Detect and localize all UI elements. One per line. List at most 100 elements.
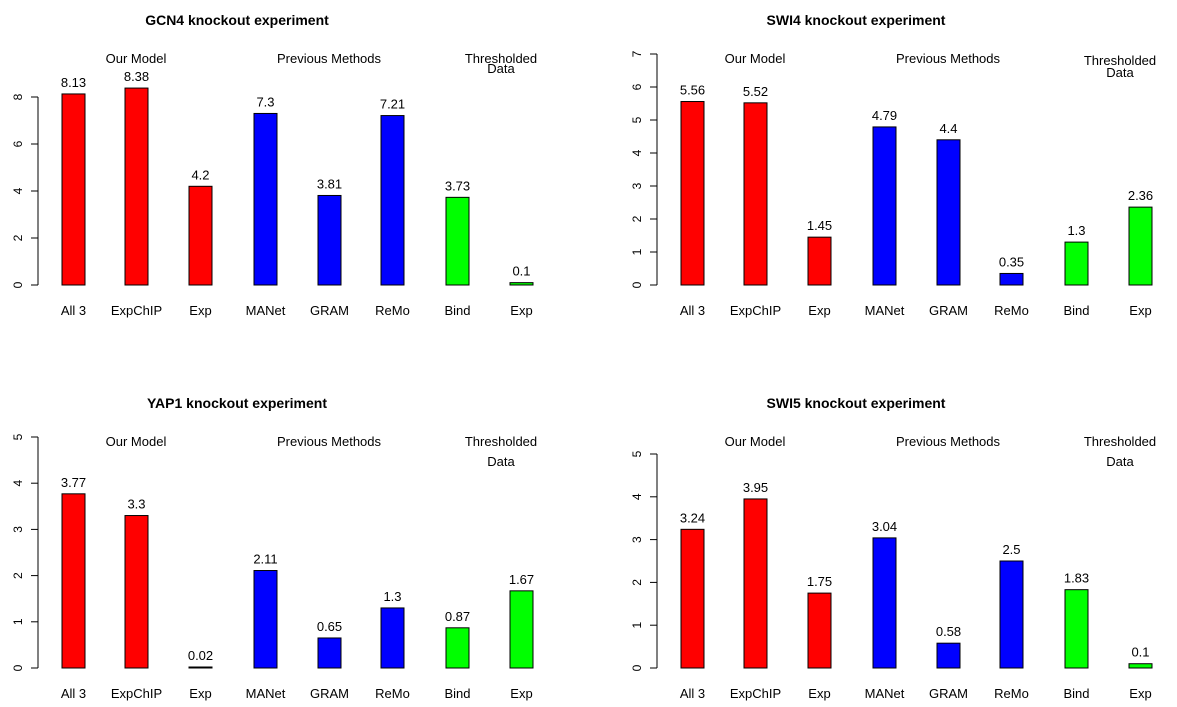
bar	[445, 196, 470, 286]
category-label: Exp	[189, 686, 211, 701]
group-label: Our Model	[106, 51, 167, 66]
y-tick-label: 3	[630, 182, 644, 189]
bar-value-label: 2.5	[1002, 542, 1020, 557]
chart-title: SWI5 knockout experiment	[767, 395, 946, 411]
category-label: Exp	[1129, 303, 1151, 318]
category-label: Exp	[510, 686, 532, 701]
bar-value-label: 1.45	[807, 218, 832, 233]
category-label: MANet	[865, 686, 905, 701]
category-label: ExpChIP	[111, 686, 162, 701]
category-label: ExpChIP	[730, 303, 781, 318]
group-label: Previous Methods	[896, 434, 1001, 449]
bar	[1128, 663, 1153, 669]
bar-value-label: 0.35	[999, 254, 1024, 269]
category-label: MANet	[865, 303, 905, 318]
group-label: Thresholded	[465, 434, 537, 449]
bar	[61, 93, 86, 286]
bar-value-label: 4.2	[191, 167, 209, 182]
bar-value-label: 0.1	[1131, 645, 1149, 660]
bar-value-label: 8.13	[61, 75, 86, 90]
category-label: ExpChIP	[111, 303, 162, 318]
bar	[61, 493, 86, 669]
category-label: Bind	[1063, 303, 1089, 318]
bar-value-label: 1.75	[807, 574, 832, 589]
category-label: ExpChIP	[730, 686, 781, 701]
y-tick-label: 1	[11, 618, 25, 625]
bar	[509, 590, 534, 669]
bar	[936, 642, 961, 669]
group-label: Data	[1106, 454, 1134, 469]
bar-value-label: 1.83	[1064, 571, 1089, 586]
chart-title: SWI4 knockout experiment	[767, 12, 946, 28]
bar-value-label: 0.58	[936, 624, 961, 639]
panel-swi4: SWI4 knockout experiment Our Model Previou…	[630, 12, 1156, 318]
y-tick-label: 0	[11, 664, 25, 671]
bar-value-label: 0.65	[317, 619, 342, 634]
bar	[872, 537, 897, 669]
y-tick-label: 0	[630, 281, 644, 288]
bar-value-label: 3.04	[872, 519, 897, 534]
bar-value-label: 0.02	[188, 648, 213, 663]
y-tick-label: 8	[11, 93, 25, 100]
bar-value-label: 3.77	[61, 475, 86, 490]
bar	[124, 87, 149, 286]
bar	[253, 570, 278, 669]
bar	[999, 272, 1024, 286]
bar-value-label: 3.3	[127, 497, 145, 512]
bar-value-label: 3.24	[680, 510, 705, 525]
category-label: All 3	[680, 686, 705, 701]
category-label: All 3	[680, 303, 705, 318]
bar	[1128, 206, 1153, 286]
bar	[999, 560, 1024, 669]
category-label: Bind	[444, 686, 470, 701]
y-tick-label: 1	[630, 248, 644, 255]
category-label: All 3	[61, 303, 86, 318]
category-label: Exp	[1129, 686, 1151, 701]
y-tick-label: 2	[11, 572, 25, 579]
category-label: ReMo	[375, 686, 410, 701]
category-label: GRAM	[310, 303, 349, 318]
category-label: ReMo	[994, 303, 1029, 318]
bar	[936, 139, 961, 286]
y-tick-label: 6	[630, 83, 644, 90]
bar-value-label: 5.52	[743, 84, 768, 99]
group-label: Our Model	[725, 434, 786, 449]
bar-value-label: 1.3	[1067, 223, 1085, 238]
bar	[380, 607, 405, 669]
bar-value-label: 1.67	[509, 572, 534, 587]
bar	[872, 126, 897, 286]
group-label: Data	[487, 454, 515, 469]
bar-value-label: 0.87	[445, 609, 470, 624]
bar	[743, 498, 768, 669]
bar-value-label: 5.56	[680, 83, 705, 98]
bar	[188, 185, 213, 286]
panel-yap1: YAP1 knockout experiment Our Model Previou…	[11, 395, 537, 701]
y-tick-label: 7	[630, 50, 644, 57]
category-label: All 3	[61, 686, 86, 701]
group-label: Thresholded	[465, 51, 537, 66]
y-tick-label: 5	[11, 433, 25, 440]
y-tick-label: 4	[630, 149, 644, 156]
y-tick-label: 3	[11, 526, 25, 533]
y-tick-label: 5	[630, 116, 644, 123]
y-tick-label: 2	[11, 234, 25, 241]
category-label: Bind	[1063, 686, 1089, 701]
category-label: GRAM	[929, 303, 968, 318]
bar-value-label: 7.21	[380, 97, 405, 112]
group-label: Thresholded	[1084, 434, 1156, 449]
y-tick-label: 2	[630, 215, 644, 222]
category-label: GRAM	[929, 686, 968, 701]
group-label: Our Model	[106, 434, 167, 449]
y-tick-label: 6	[11, 140, 25, 147]
category-label: ReMo	[375, 303, 410, 318]
bar-value-label: 3.73	[445, 178, 470, 193]
category-label: GRAM	[310, 686, 349, 701]
category-label: Exp	[808, 303, 830, 318]
group-label: Previous Methods	[277, 434, 382, 449]
y-tick-label: 2	[630, 579, 644, 586]
bar-value-label: 0.1	[512, 264, 530, 279]
bar	[743, 102, 768, 286]
bar	[188, 666, 213, 669]
bar	[807, 592, 832, 669]
